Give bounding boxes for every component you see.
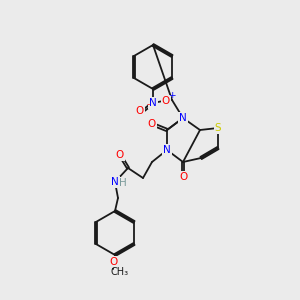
Text: O: O [162,96,170,106]
Text: N: N [111,177,119,187]
Text: N: N [163,145,171,155]
Text: N: N [179,113,187,123]
Text: CH₃: CH₃ [111,267,129,277]
Text: +: + [168,92,176,100]
Text: -: - [146,100,150,109]
Text: O: O [116,150,124,160]
Text: O: O [148,119,156,129]
Text: O: O [110,257,118,267]
Text: S: S [215,123,221,133]
Text: O: O [179,172,187,182]
Text: O: O [136,106,144,116]
Text: N: N [149,98,157,108]
Text: H: H [119,178,127,188]
